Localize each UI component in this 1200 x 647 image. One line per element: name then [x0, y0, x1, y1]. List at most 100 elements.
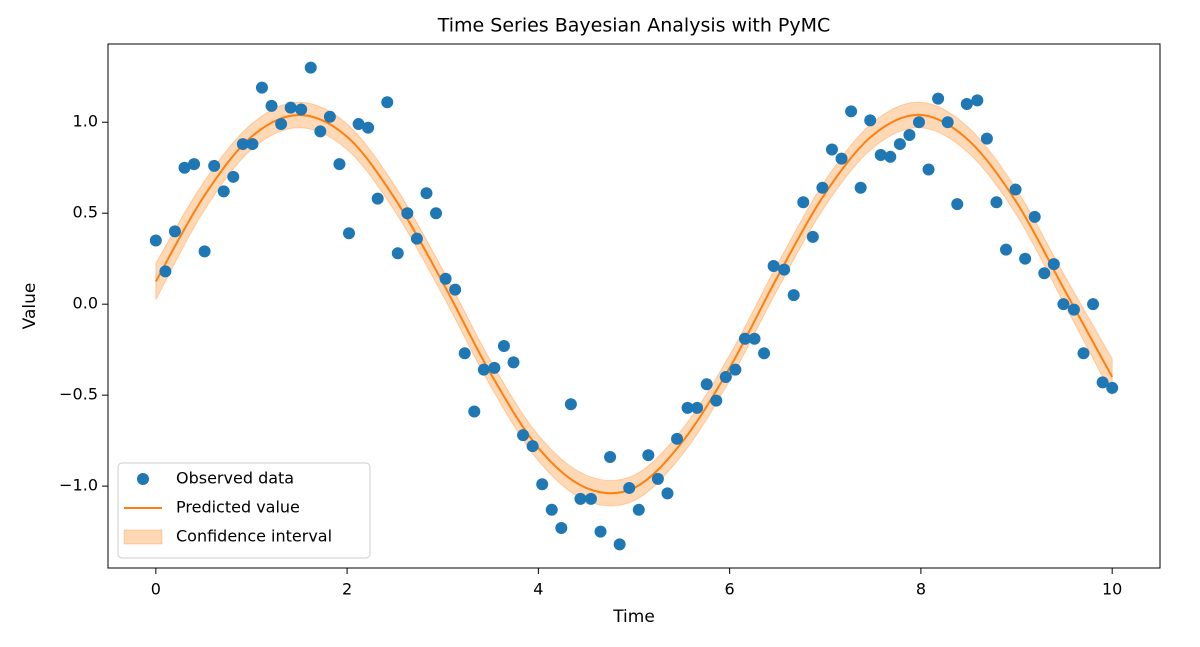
data-point	[430, 207, 443, 220]
data-point	[941, 116, 954, 129]
data-point	[333, 158, 346, 171]
data-point	[295, 103, 308, 116]
data-point	[748, 332, 761, 345]
legend-label: Confidence interval	[176, 527, 332, 546]
data-point	[980, 132, 993, 145]
data-point	[227, 170, 240, 183]
data-point	[217, 185, 230, 198]
data-point	[236, 138, 249, 151]
data-point	[854, 181, 867, 194]
data-point	[1038, 267, 1051, 280]
data-point	[700, 378, 713, 391]
data-point	[1009, 183, 1022, 196]
data-point	[159, 265, 172, 278]
data-point	[681, 401, 694, 414]
data-point	[932, 92, 945, 105]
data-point	[604, 451, 617, 464]
data-point	[168, 225, 181, 238]
data-point	[449, 283, 462, 296]
data-point	[825, 143, 838, 156]
data-point	[893, 138, 906, 151]
data-point	[845, 105, 858, 118]
data-point	[710, 394, 723, 407]
data-point	[594, 525, 607, 538]
data-point	[661, 487, 674, 500]
data-point	[517, 429, 530, 442]
data-point	[458, 347, 471, 360]
data-point	[477, 363, 490, 376]
data-point	[323, 110, 336, 123]
data-point	[922, 163, 935, 176]
prediction-line	[154, 113, 1114, 495]
data-point	[468, 405, 481, 418]
x-axis-label: Time	[612, 607, 655, 627]
data-point	[265, 99, 278, 112]
y-axis-label: Value	[20, 283, 40, 330]
x-tick-label: 4	[533, 580, 543, 599]
data-point	[1106, 381, 1119, 394]
data-point	[990, 196, 1003, 209]
data-point	[623, 481, 636, 494]
data-point	[874, 148, 887, 161]
data-point	[1019, 252, 1032, 265]
x-tick-label: 2	[342, 580, 352, 599]
chart-title: Time Series Bayesian Analysis with PyMC	[437, 15, 831, 37]
data-point	[971, 94, 984, 107]
data-point	[738, 332, 751, 345]
data-point	[835, 152, 848, 165]
data-point	[371, 192, 384, 205]
data-point	[729, 363, 742, 376]
data-point	[787, 289, 800, 302]
data-point	[1096, 376, 1109, 389]
y-tick-label: 1.0	[73, 112, 98, 131]
data-point	[391, 247, 404, 260]
legend-marker	[123, 529, 163, 545]
data-point	[816, 181, 829, 194]
data-point	[149, 234, 162, 247]
x-tick-label: 8	[916, 580, 926, 599]
data-point	[1028, 210, 1041, 223]
data-point	[284, 101, 297, 114]
data-point	[343, 227, 356, 240]
data-point	[960, 98, 973, 111]
data-point	[1000, 243, 1013, 256]
data-point	[188, 158, 201, 171]
data-point	[178, 161, 191, 174]
data-point	[488, 361, 501, 374]
data-point	[555, 521, 568, 534]
data-point	[903, 128, 916, 141]
data-point	[497, 340, 510, 353]
data-point	[198, 245, 211, 258]
data-point	[255, 81, 268, 94]
data-point	[584, 492, 597, 505]
data-point	[526, 440, 539, 453]
data-point	[507, 356, 520, 369]
data-point	[951, 198, 964, 211]
data-point	[778, 263, 791, 276]
legend-marker	[137, 473, 149, 485]
data-point	[864, 114, 877, 127]
data-point	[564, 398, 577, 411]
y-tick-label: −1.0	[59, 476, 98, 495]
data-point	[439, 272, 452, 285]
data-point	[401, 207, 414, 220]
data-point	[719, 370, 732, 383]
data-point	[314, 125, 327, 138]
data-point	[632, 503, 645, 516]
data-point	[642, 449, 655, 462]
data-point	[758, 347, 771, 360]
x-tick-label: 0	[151, 580, 161, 599]
confidence-band	[155, 101, 1113, 507]
data-point	[352, 118, 365, 131]
data-point	[536, 478, 549, 491]
plot-frame	[107, 43, 1161, 569]
data-point	[651, 472, 664, 485]
legend-label: Predicted value	[176, 498, 300, 517]
x-tick-label: 6	[725, 580, 735, 599]
data-point	[381, 96, 394, 109]
data-point	[884, 150, 897, 163]
data-point	[420, 187, 433, 200]
data-point	[767, 259, 780, 272]
data-point	[574, 492, 587, 505]
